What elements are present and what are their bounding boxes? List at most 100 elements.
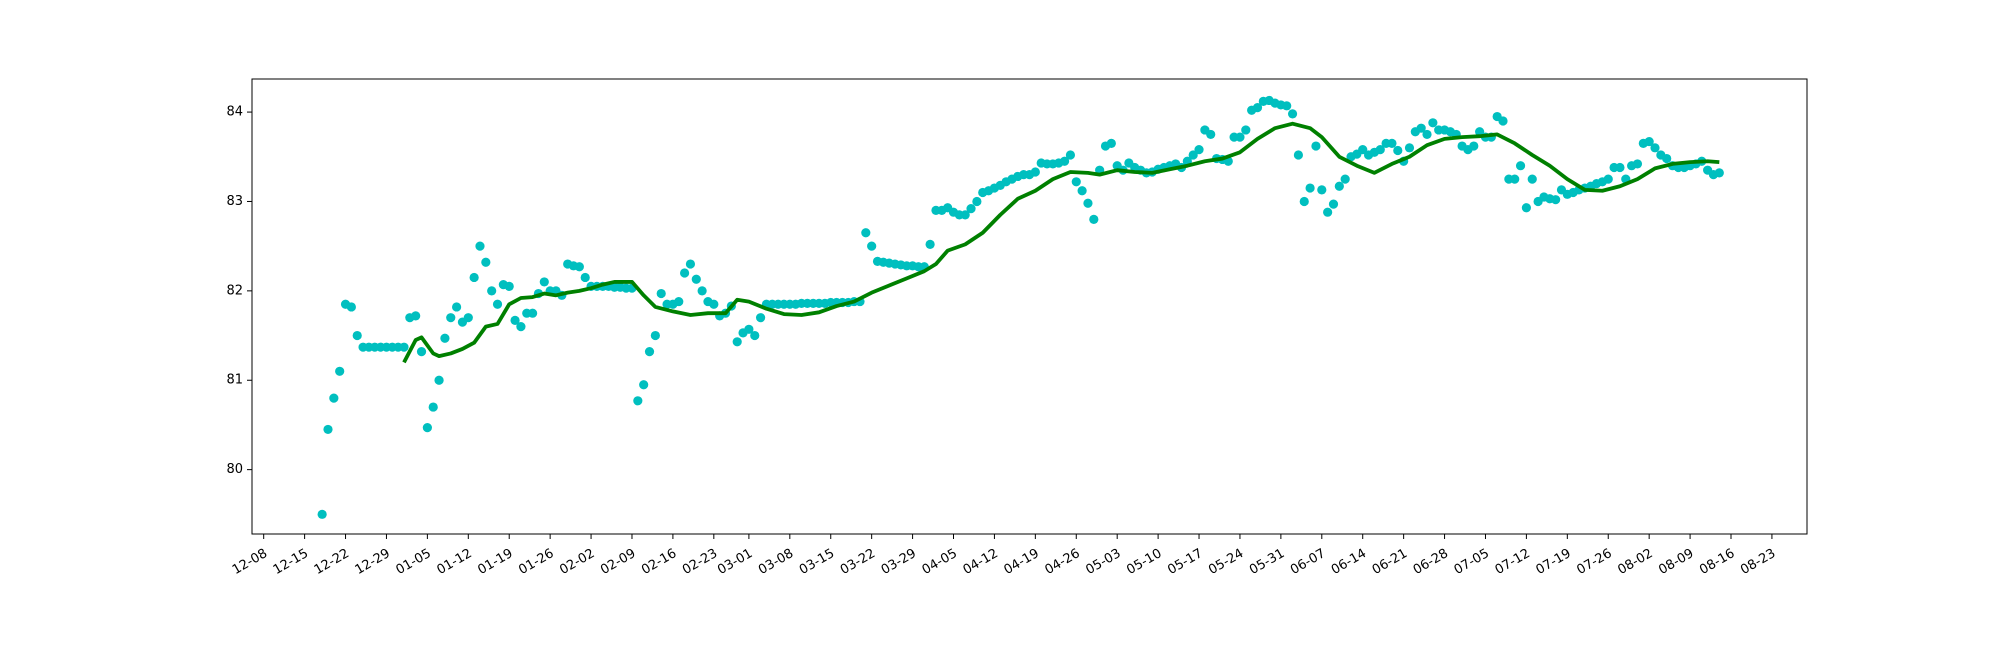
y-tick-label: 84 [226,105,243,120]
scatter-point [1287,109,1298,119]
scatter-point [633,396,643,406]
scatter-point [1428,118,1438,128]
scatter-point [528,308,538,318]
scatter-point [674,296,684,307]
scatter-point [452,302,462,312]
scatter-point [1358,145,1368,155]
scatter-point [346,302,356,312]
scatter-point [446,313,456,323]
scatter-point [750,330,760,341]
scatter-point [639,380,649,390]
y-tick-label: 82 [226,283,243,298]
scatter-point [510,315,520,325]
scatter-point [691,274,701,284]
scatter-point [1282,101,1292,111]
scatter-point [1059,156,1070,166]
scatter-point [1475,127,1485,137]
scatter-point [861,228,871,238]
scatter-point [574,262,584,272]
scatter-point [329,393,339,403]
scatter-point [317,509,327,519]
scatter-point [1206,129,1216,140]
scatter-point [1662,153,1672,164]
scatter-point [1077,186,1087,196]
scatter-point [960,210,970,220]
scatter-point [1551,195,1561,205]
scatter-point [1106,138,1116,148]
scatter-point [644,347,655,357]
scatter-point [1071,177,1081,187]
scatter-point [1241,125,1251,135]
scatter-point [539,277,549,287]
scatter-point [475,241,485,251]
scatter-point [1615,162,1625,173]
scatter-point [1252,103,1263,113]
scatter-point [1510,174,1520,184]
y-tick-label: 83 [226,194,243,209]
scatter-point [1387,138,1397,148]
scatter-point [323,424,333,435]
scatter-point [1235,132,1245,142]
scatter-point [1188,150,1198,160]
y-tick-label: 80 [226,462,243,477]
scatter-point [1498,116,1508,126]
scatter-point [1334,181,1344,191]
y-tick-label: 81 [226,373,243,388]
scatter-point [1340,174,1350,184]
scatter-point [732,337,742,347]
scatter-point [1083,198,1093,208]
scatter-point [1393,145,1403,156]
scatter-point [925,239,935,249]
scatter-point [709,299,719,309]
scatter-point [1404,143,1415,153]
scatter-point [463,313,473,323]
scatter-point [966,204,976,214]
scatter-point [481,257,491,267]
scatter-point [1030,167,1040,177]
scatter-point [428,402,438,412]
scatter-point [422,423,432,433]
scatter-point [1714,168,1724,178]
scatter-point [352,330,362,341]
scatter-point [335,366,345,376]
scatter-point [504,281,514,291]
scatter-point [1521,203,1531,213]
scatter-point [1305,183,1315,193]
scatter-point [1632,159,1643,169]
scatter-point [1416,123,1426,133]
scatter-point [1299,196,1309,207]
scatter-point [1311,141,1321,151]
scatter-point [1089,214,1099,224]
scatter-point [411,311,421,321]
scatter-point [492,299,503,309]
scatter-point [679,268,690,278]
scatter-point [1194,145,1204,155]
scatter-point [416,347,427,357]
scatter-point [1650,143,1660,153]
scatter-point [744,324,754,334]
scatter-point [1317,185,1327,195]
scatter-point [580,272,590,283]
scatter-point [867,241,877,251]
scatter-point [1375,145,1385,155]
scatter-point [650,330,660,341]
scatter-point [972,196,982,207]
scatter-point [685,259,696,269]
line [402,121,1720,364]
scatter-point [1469,141,1479,151]
scatter-point [1527,174,1537,184]
scatter-point [440,333,450,343]
scatter-point [1515,161,1526,171]
scatter-point [399,342,409,352]
scatter-point [1603,174,1613,184]
scatter-point [1328,199,1339,209]
scatter-point [1644,136,1654,147]
scatter-point [469,272,479,283]
scatter-point [656,288,666,299]
scatter-point [487,286,497,296]
scatter-point [755,313,766,323]
scatter-point [697,286,707,296]
plot-frame [251,78,1808,535]
